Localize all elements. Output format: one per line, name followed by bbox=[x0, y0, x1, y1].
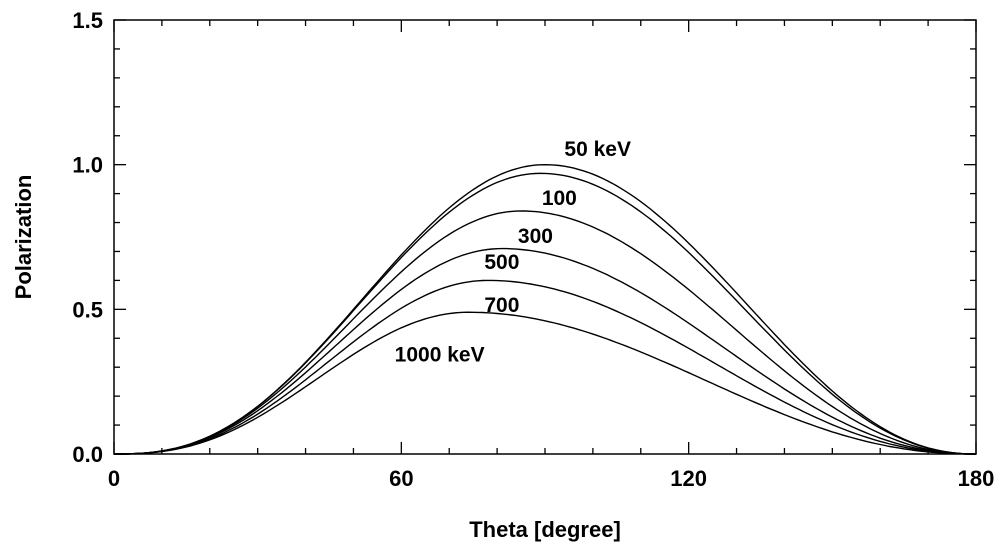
curve-label-100kev: 100 bbox=[542, 187, 577, 210]
x-tick-label: 120 bbox=[670, 466, 707, 491]
y-tick-labels: 0.0 0.5 1.0 1.5 bbox=[72, 8, 103, 467]
series-line-1000kev bbox=[114, 311, 976, 455]
curve-label-700kev: 700 bbox=[484, 294, 519, 317]
curve-label-1000kev: 1000 keV bbox=[395, 343, 485, 366]
y-axis-label: Polarization bbox=[11, 175, 36, 300]
series-line-700kev bbox=[114, 279, 976, 455]
x-axis-label: Theta [degree] bbox=[469, 517, 621, 542]
y-tick-label: 0.0 bbox=[72, 442, 103, 467]
series-line-100kev bbox=[114, 172, 976, 455]
curve-label-500kev: 500 bbox=[484, 251, 519, 274]
x-tick-label: 180 bbox=[958, 466, 995, 491]
curve-labels: 50 keV 100 300 500 700 1000 keV bbox=[395, 138, 631, 366]
x-tick-labels: 0 60 120 180 bbox=[108, 466, 994, 491]
series-curves bbox=[114, 163, 976, 455]
y-tick-label: 1.0 bbox=[72, 153, 103, 178]
series-line-500kev bbox=[114, 247, 976, 455]
curve-label-300kev: 300 bbox=[518, 225, 553, 248]
x-tick-label: 0 bbox=[108, 466, 120, 491]
series-line-300kev bbox=[114, 210, 976, 455]
x-tick-label: 60 bbox=[389, 466, 413, 491]
curve-label-50kev: 50 keV bbox=[564, 138, 631, 161]
y-tick-label: 0.5 bbox=[72, 297, 103, 322]
axis-ticks bbox=[113, 19, 977, 455]
y-tick-label: 1.5 bbox=[72, 8, 103, 33]
